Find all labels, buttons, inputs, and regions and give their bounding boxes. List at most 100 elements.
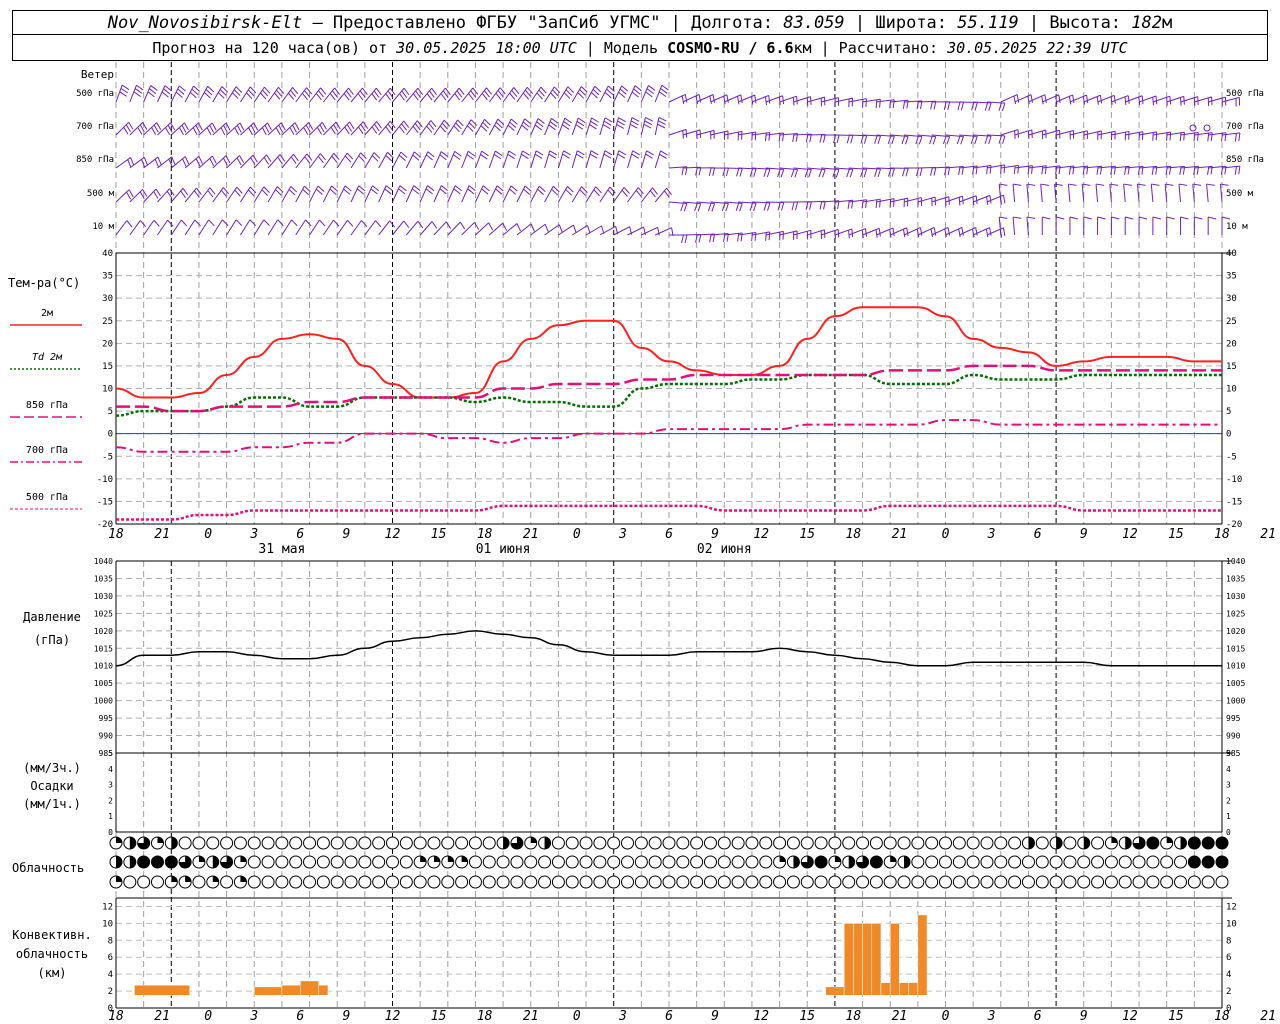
- cloud-cover-mid-icon: [212, 856, 219, 868]
- wind-barb: [585, 150, 599, 169]
- cloud-cover-high-icon: [607, 836, 621, 850]
- wind-barb: [1150, 183, 1160, 203]
- wind-barb: [571, 117, 586, 136]
- cloud-cover-mid-icon: [634, 855, 648, 869]
- wind-barb: [765, 230, 784, 241]
- cloud-cover-mid-icon: [198, 856, 205, 862]
- wind-barb: [198, 187, 216, 203]
- cloud-cover-high-icon: [869, 836, 883, 850]
- cloud-cover-high-icon: [621, 836, 635, 850]
- cloud-cover-low-icon: [717, 875, 731, 889]
- wind-barb: [876, 134, 895, 145]
- cloud-cover-low-icon: [980, 875, 994, 889]
- wind-barb: [253, 219, 270, 236]
- cloud-cover-high-icon: [814, 836, 828, 850]
- wind-barb: [945, 226, 964, 238]
- cloud-cover-high-icon: [565, 836, 579, 850]
- wind-barb: [212, 122, 231, 136]
- y-tick-label: 1005: [94, 679, 113, 688]
- wind-barb: [1125, 131, 1144, 141]
- cloud-cover-high-icon: [883, 836, 897, 850]
- wind-barb: [530, 185, 546, 203]
- precip-unit-1h: (мм/1ч.): [23, 797, 81, 811]
- cloud-cover-low-icon: [1063, 875, 1077, 889]
- wind-barb: [336, 121, 355, 136]
- wind-barb: [309, 87, 327, 103]
- calm-circle: [1203, 124, 1211, 132]
- cloud-cover-low-icon: [994, 875, 1008, 889]
- wind-barb: [1040, 183, 1049, 203]
- wind-barb: [309, 185, 325, 203]
- wind-barb: [240, 219, 257, 236]
- cloud-cover-mid-icon: [703, 855, 717, 869]
- wind-barb: [903, 134, 923, 145]
- cloud-cover-low-icon: [358, 875, 372, 889]
- wind-barb: [1192, 183, 1202, 203]
- convective-cloud-bar: [254, 986, 283, 996]
- cloud-cover-low-icon: [939, 875, 952, 889]
- wind-barb: [793, 133, 812, 143]
- wind-barb: [115, 157, 135, 169]
- x-tick-label: 0: [573, 527, 581, 542]
- wind-barb: [1110, 216, 1120, 235]
- wind-barb: [1166, 95, 1185, 106]
- wind-barb: [765, 167, 785, 178]
- cloud-cover-low-icon: [786, 875, 800, 889]
- wind-barb: [1055, 130, 1075, 140]
- cloud-cover-low-icon: [593, 875, 607, 889]
- wind-barb: [474, 150, 489, 169]
- cloud-cover-low-icon: [455, 875, 469, 889]
- wind-barb: [447, 87, 465, 103]
- y-tick-label: 2: [1226, 796, 1231, 805]
- wind-barb: [516, 223, 535, 236]
- wind-barb: [613, 117, 626, 136]
- cloud-cover-low-icon: [468, 875, 482, 889]
- wind-barb: [613, 85, 629, 103]
- cloud-cover-low-icon: [1035, 875, 1049, 889]
- cloud-cover-high-icon: [1111, 837, 1118, 843]
- wind-barb: [682, 201, 702, 212]
- cloud-cover-mid-icon: [240, 856, 247, 862]
- cloud-cover-low-icon: [171, 876, 178, 882]
- latitude-label: | Широта:: [844, 12, 958, 33]
- y-tick-label: 985: [1226, 749, 1241, 758]
- cloud-cover-mid-icon: [1202, 856, 1215, 868]
- convective-cloud-bar: [134, 984, 190, 996]
- wind-barb: [502, 87, 520, 103]
- wind-barb: [945, 134, 964, 145]
- x-tick-label: 21: [523, 527, 539, 542]
- cloud-cover-high-icon: [261, 836, 275, 850]
- x-tick-label: 21: [892, 527, 908, 542]
- wind-barb: [1097, 216, 1106, 235]
- x-tick-label: 12: [385, 1009, 401, 1024]
- wind-level-label: 500 м: [1226, 189, 1254, 199]
- wind-barb: [1014, 94, 1033, 105]
- cloud-cover-high-icon: [994, 836, 1008, 850]
- y-tick-label: 1035: [1226, 574, 1245, 583]
- wind-barb: [502, 223, 521, 236]
- date-label: 01 июня: [476, 542, 531, 557]
- y-tick-label: 1030: [94, 592, 113, 601]
- y-tick-label: 5: [1226, 407, 1231, 417]
- cloud-cover-mid-icon: [1091, 855, 1105, 869]
- wind-barb: [1083, 130, 1102, 141]
- cloud-cover-mid-icon: [220, 856, 233, 868]
- wind-barb: [336, 87, 354, 103]
- wind-barb: [613, 150, 627, 169]
- wind-barb: [848, 228, 868, 239]
- wind-barb: [461, 119, 478, 136]
- cloud-cover-high-icon: [1091, 836, 1105, 850]
- cloud-cover-low-icon: [496, 875, 510, 889]
- y-tick-label: 0: [1226, 828, 1231, 837]
- wind-barb: [295, 87, 313, 103]
- wind-barb: [1000, 164, 1020, 175]
- wind-barb: [903, 227, 923, 238]
- wind-barb: [640, 117, 653, 136]
- cloud-cover-mid-icon: [1132, 855, 1146, 869]
- wind-barb: [157, 219, 174, 236]
- wind-barb: [281, 122, 300, 136]
- cloud-cover-high-icon: [330, 836, 344, 850]
- cloud-cover-low-icon: [240, 876, 247, 882]
- cloud-cover-mid-icon: [386, 855, 399, 869]
